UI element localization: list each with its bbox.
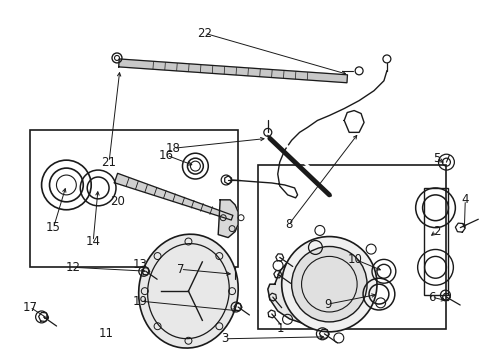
Text: 18: 18 [166, 142, 181, 155]
Text: 22: 22 [197, 27, 212, 40]
Text: 17: 17 [22, 301, 37, 314]
Text: 16: 16 [159, 149, 174, 162]
Circle shape [292, 247, 367, 322]
Text: 14: 14 [86, 235, 100, 248]
Ellipse shape [139, 234, 238, 348]
Text: 1: 1 [277, 322, 285, 336]
Text: 20: 20 [111, 195, 125, 208]
Text: 21: 21 [101, 156, 117, 168]
Bar [258, 165, 446, 329]
Polygon shape [268, 242, 374, 327]
Polygon shape [114, 173, 233, 220]
Text: 5: 5 [433, 152, 440, 165]
Text: 12: 12 [66, 261, 81, 274]
Bar [30, 130, 238, 267]
Text: 8: 8 [285, 218, 293, 231]
Text: 3: 3 [221, 332, 229, 345]
Text: 11: 11 [98, 327, 114, 340]
Polygon shape [119, 59, 347, 83]
Text: 9: 9 [324, 297, 332, 311]
Text: 2: 2 [433, 225, 440, 238]
Text: 15: 15 [46, 221, 61, 234]
Text: 7: 7 [177, 263, 184, 276]
Text: 6: 6 [428, 291, 435, 303]
Text: 13: 13 [132, 258, 147, 271]
Text: 10: 10 [348, 253, 363, 266]
Text: 4: 4 [462, 193, 469, 206]
Text: 19: 19 [132, 294, 147, 307]
Polygon shape [218, 200, 238, 238]
Bar [424, 188, 448, 295]
Circle shape [282, 237, 377, 332]
